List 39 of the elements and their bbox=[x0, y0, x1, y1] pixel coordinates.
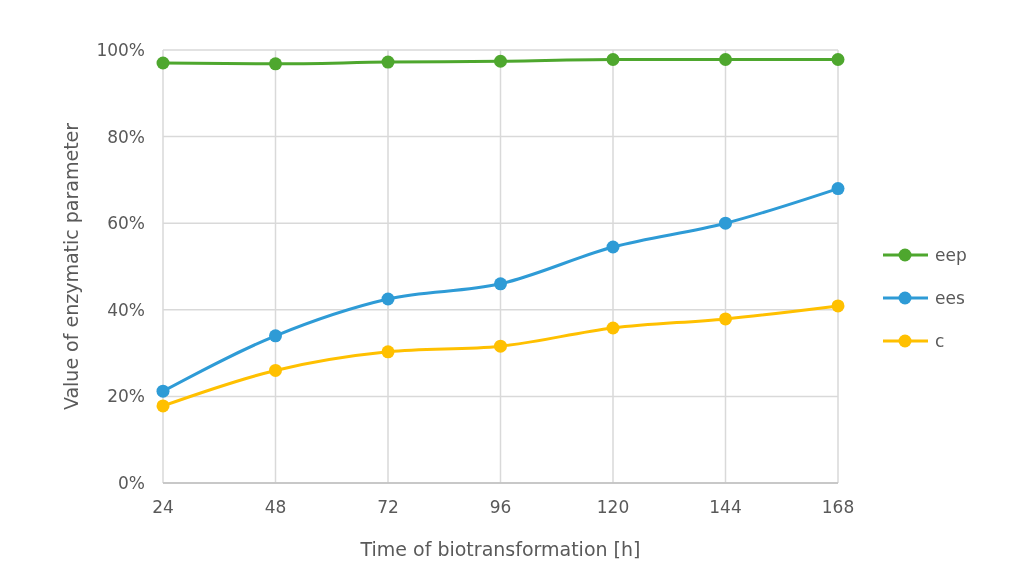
y-tick-label: 100% bbox=[96, 40, 145, 60]
y-axis-title: Value of enzymatic parameter bbox=[60, 122, 82, 411]
y-tick-label: 0% bbox=[118, 473, 145, 493]
point bbox=[381, 292, 395, 306]
legend-label: eep bbox=[935, 245, 967, 265]
point bbox=[269, 363, 282, 377]
point bbox=[156, 384, 170, 398]
legend-label: ees bbox=[935, 288, 965, 308]
y-tick-label: 40% bbox=[107, 299, 145, 320]
x-tick-label: 72 bbox=[377, 497, 399, 517]
point bbox=[831, 299, 845, 313]
point bbox=[494, 54, 507, 68]
point bbox=[719, 53, 732, 67]
point bbox=[606, 240, 620, 254]
point bbox=[381, 345, 395, 359]
point bbox=[606, 321, 620, 335]
point bbox=[719, 216, 732, 230]
point bbox=[831, 182, 845, 196]
point bbox=[494, 339, 507, 353]
point bbox=[381, 55, 395, 69]
x-tick-label: 24 bbox=[152, 497, 174, 517]
x-tick-label: 168 bbox=[821, 497, 855, 517]
x-tick-label: 96 bbox=[489, 497, 512, 517]
point bbox=[156, 56, 170, 70]
x-tick-label: 120 bbox=[596, 497, 630, 517]
point bbox=[831, 53, 845, 67]
point bbox=[269, 57, 282, 71]
x-tick-label: 48 bbox=[264, 497, 287, 517]
point bbox=[156, 399, 170, 413]
legend-label: c bbox=[935, 331, 945, 351]
point bbox=[719, 312, 732, 326]
point bbox=[494, 277, 507, 291]
point bbox=[606, 53, 620, 67]
point bbox=[269, 329, 282, 343]
x-axis-title: Time of biotransformation [h] bbox=[359, 538, 641, 560]
x-tick-label: 144 bbox=[709, 497, 742, 517]
y-tick-label: 60% bbox=[107, 213, 145, 234]
y-tick-label: 80% bbox=[107, 126, 145, 147]
y-tick-label: 20% bbox=[107, 386, 145, 407]
